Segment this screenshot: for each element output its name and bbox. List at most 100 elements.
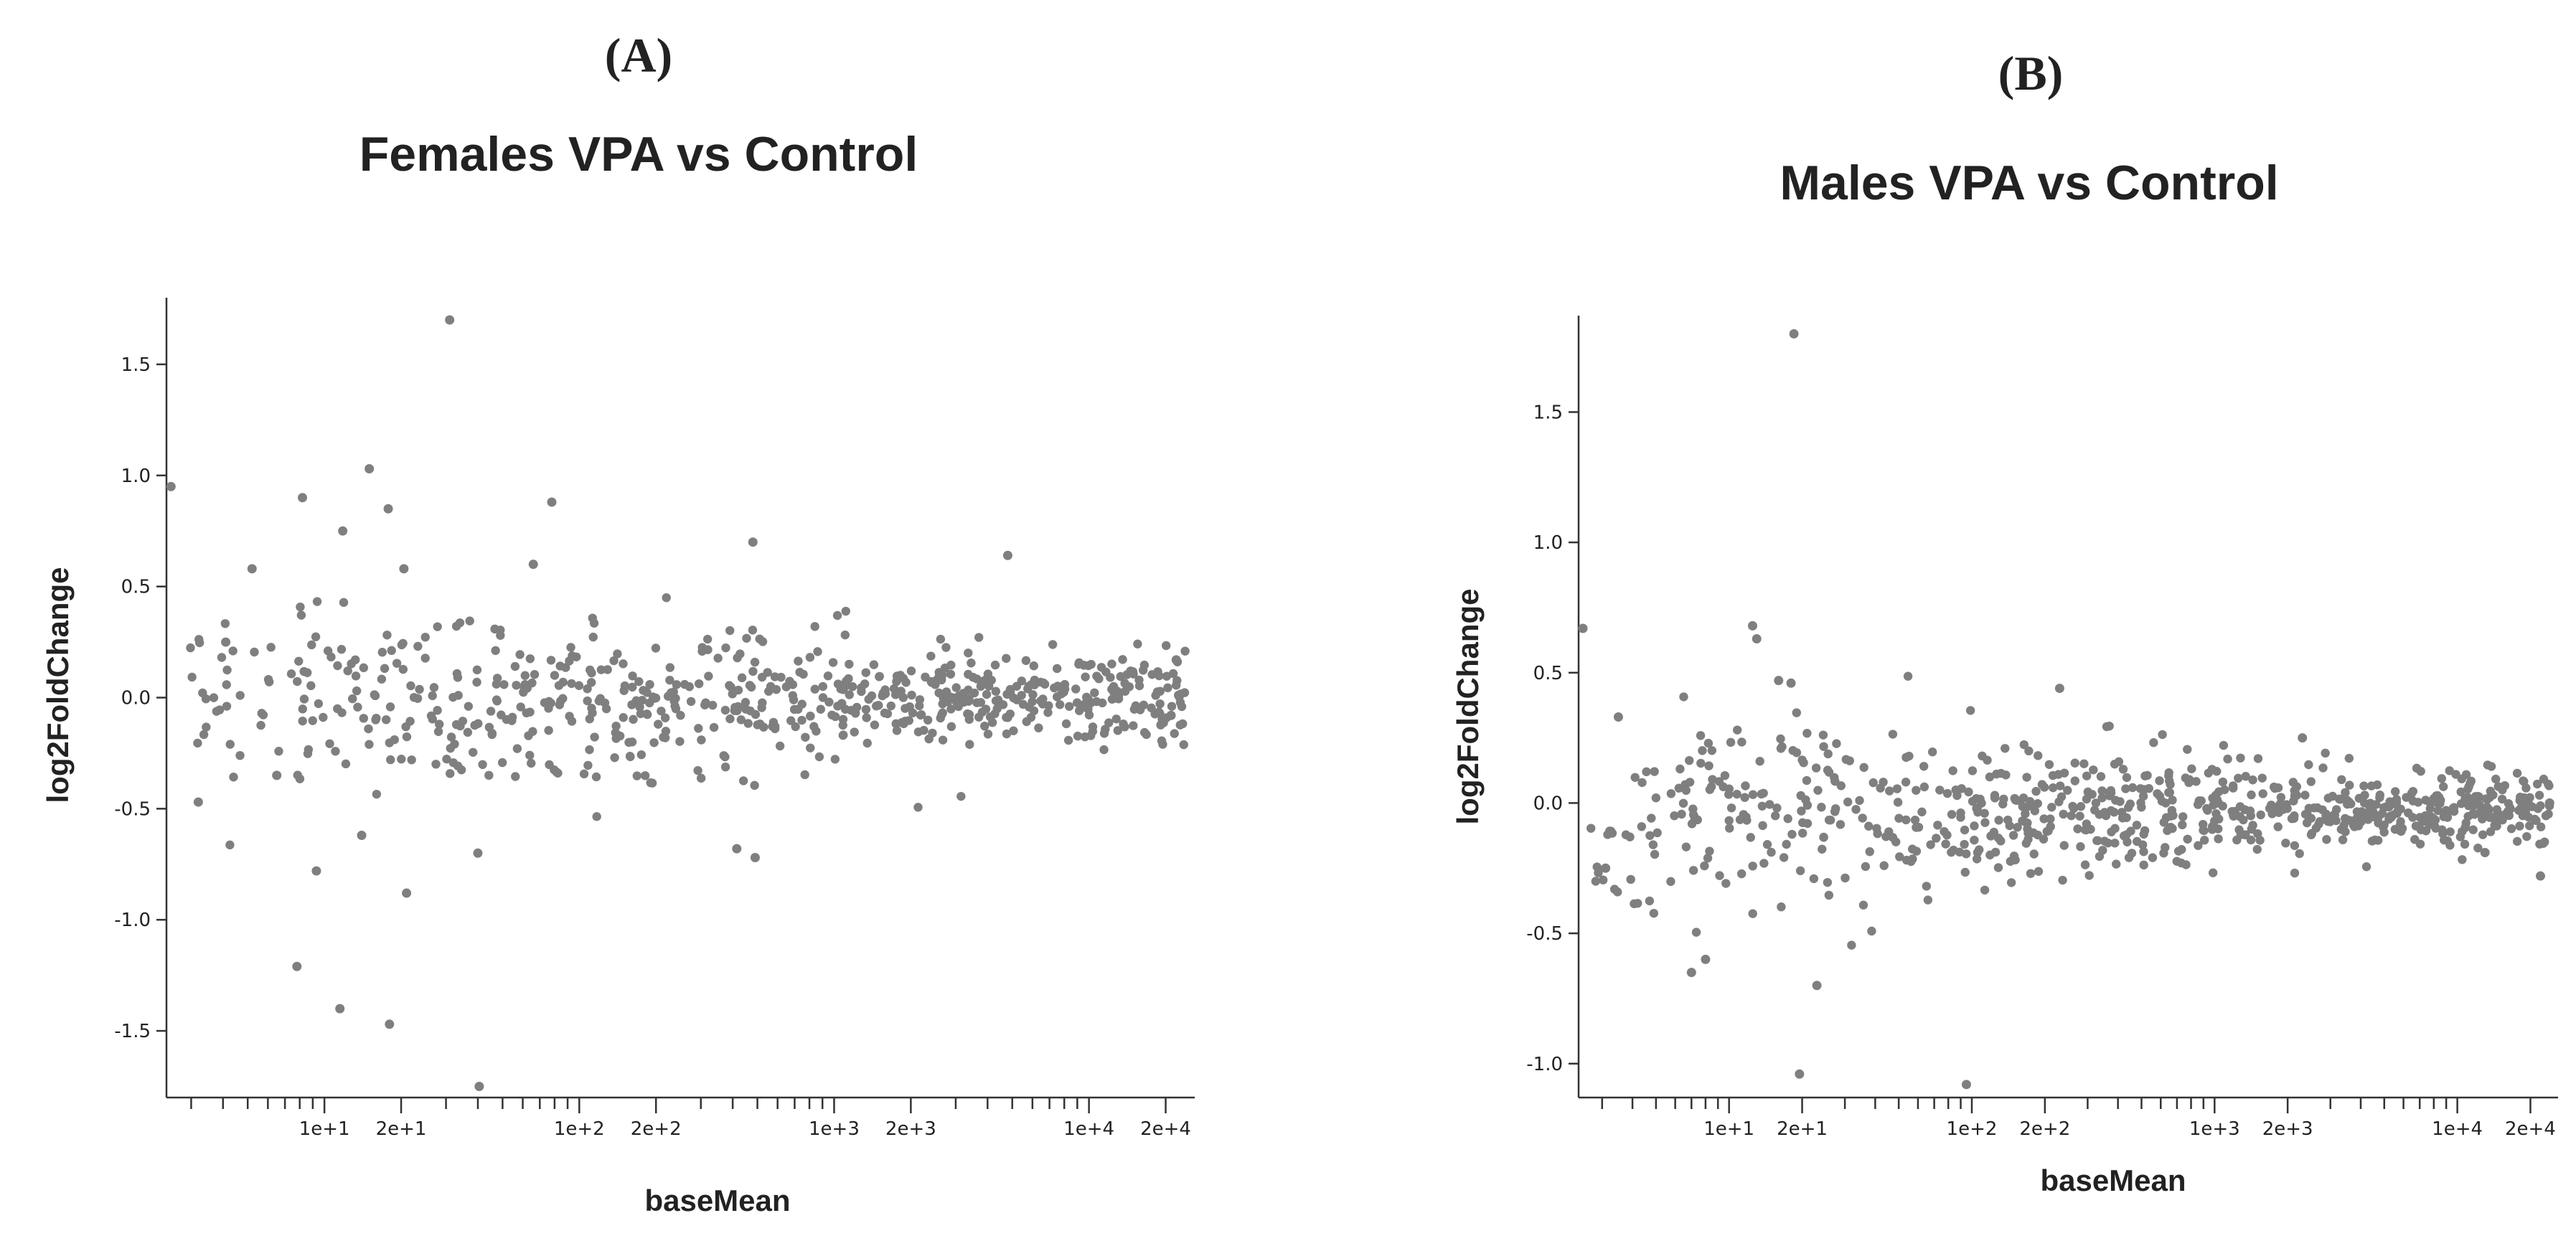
- data-point: [2001, 744, 2010, 753]
- data-point: [954, 702, 963, 712]
- data-point: [1138, 666, 1148, 675]
- data-point: [2478, 830, 2488, 839]
- data-point: [915, 695, 925, 704]
- data-point: [974, 633, 984, 642]
- data-point: [325, 739, 334, 748]
- data-point: [1150, 709, 1160, 719]
- data-point: [2219, 740, 2229, 750]
- data-point: [844, 674, 853, 684]
- data-point: [813, 647, 822, 656]
- data-point: [2019, 740, 2029, 750]
- data-point: [2292, 782, 2301, 791]
- data-point: [2512, 768, 2522, 778]
- data-point: [941, 643, 951, 652]
- data-point: [2033, 798, 2042, 808]
- data-point: [720, 705, 730, 715]
- data-point: [1968, 796, 1978, 806]
- data-point: [2290, 811, 2299, 821]
- data-point: [2326, 817, 2335, 826]
- data-point: [1873, 829, 1882, 839]
- data-point: [1120, 686, 1130, 696]
- data-point: [2273, 822, 2283, 831]
- data-point: [2177, 845, 2186, 854]
- data-point: [1843, 797, 1853, 807]
- data-point: [2082, 771, 2092, 780]
- data-point: [1861, 862, 1871, 872]
- data-point: [2122, 773, 2132, 783]
- data-point: [2023, 834, 2033, 844]
- data-point: [2415, 813, 2425, 822]
- data-point: [420, 633, 430, 642]
- data-point: [520, 679, 530, 689]
- data-point: [700, 700, 710, 709]
- data-point: [1180, 646, 1190, 656]
- data-point: [2165, 788, 2175, 797]
- data-point: [632, 771, 641, 780]
- data-point: [1902, 815, 1911, 825]
- y-tick-label: 0.5: [121, 577, 151, 598]
- data-point: [348, 694, 357, 704]
- data-point: [1917, 807, 1927, 817]
- data-point: [2075, 811, 2084, 821]
- data-point: [2253, 829, 2262, 839]
- data-point: [212, 707, 222, 716]
- data-point: [2536, 801, 2545, 811]
- data-point: [333, 661, 342, 671]
- data-point: [2139, 829, 2148, 839]
- data-point: [1999, 794, 2008, 804]
- data-point: [880, 708, 890, 718]
- data-point: [2048, 770, 2058, 780]
- data-point: [1705, 846, 1714, 856]
- data-point: [1135, 705, 1145, 714]
- data-point: [566, 643, 575, 652]
- data-point: [725, 626, 735, 636]
- data-point: [1885, 786, 1894, 796]
- data-point: [806, 712, 815, 721]
- data-point: [583, 696, 592, 706]
- data-point: [1705, 785, 1715, 794]
- data-point: [1023, 684, 1033, 694]
- data-point: [1985, 850, 1995, 860]
- axes: 1.5 1.0 0.5 0.0 -0.5 -1.0 1e+1 2e+1 1e+2 2e+2 1e+3…: [1526, 316, 2558, 1140]
- data-point: [1009, 693, 1018, 703]
- data-point: [2257, 773, 2267, 783]
- data-point: [2211, 791, 2221, 800]
- data-point: [1002, 729, 1012, 739]
- data-point: [2430, 815, 2439, 825]
- data-point: [1726, 803, 1736, 813]
- data-point: [1666, 877, 1675, 887]
- data-point: [646, 778, 655, 788]
- data-point: [1851, 805, 1861, 814]
- data-point: [554, 681, 564, 690]
- data-point: [750, 780, 759, 791]
- data-point: [1180, 688, 1190, 697]
- data-point: [235, 750, 245, 760]
- data-point: [527, 758, 536, 768]
- data-point: [516, 702, 525, 712]
- data-point: [515, 650, 525, 659]
- data-point: [1859, 763, 1868, 773]
- data-point: [2082, 794, 2092, 804]
- data-point: [567, 679, 576, 689]
- data-point: [1755, 757, 1764, 766]
- x-tick-label: 1e+2: [554, 1118, 605, 1140]
- data-point: [1972, 854, 1982, 864]
- data-point: [585, 714, 594, 724]
- data-point: [222, 665, 232, 675]
- data-point: [312, 597, 322, 606]
- data-point: [660, 713, 670, 722]
- data-point: [2535, 839, 2544, 849]
- data-point: [1767, 847, 1776, 857]
- data-point: [651, 693, 661, 703]
- data-point: [2387, 811, 2397, 821]
- data-point: [1922, 882, 1931, 891]
- data-point: [2390, 787, 2400, 796]
- data-point: [387, 646, 396, 656]
- x-axis-title: baseMean: [644, 1184, 790, 1217]
- data-point: [511, 772, 520, 781]
- data-point: [693, 765, 702, 775]
- data-point: [1686, 968, 1696, 978]
- data-point: [2199, 826, 2209, 836]
- data-point: [2139, 847, 2148, 857]
- data-point: [1685, 755, 1694, 765]
